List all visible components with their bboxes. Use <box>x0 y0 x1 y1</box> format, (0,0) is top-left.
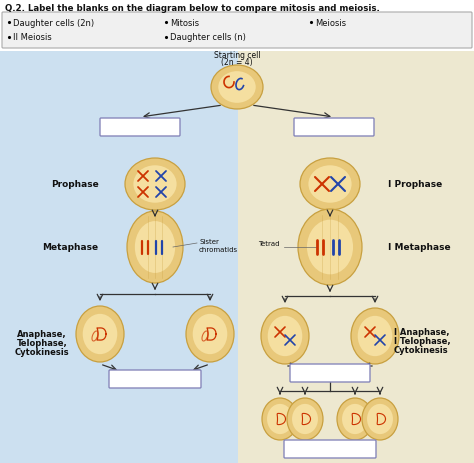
Text: Telophase,: Telophase, <box>17 339 67 348</box>
Ellipse shape <box>287 398 323 440</box>
FancyBboxPatch shape <box>284 440 376 458</box>
Ellipse shape <box>127 212 183 283</box>
Text: Mitosis: Mitosis <box>170 19 199 27</box>
Ellipse shape <box>267 404 293 434</box>
Bar <box>238 52 474 463</box>
Ellipse shape <box>309 166 352 203</box>
Text: Daughter cells (2n): Daughter cells (2n) <box>13 19 94 27</box>
FancyBboxPatch shape <box>2 13 472 49</box>
Text: Sister: Sister <box>199 238 219 244</box>
FancyBboxPatch shape <box>100 119 180 137</box>
Ellipse shape <box>211 66 263 110</box>
Ellipse shape <box>125 159 185 211</box>
Text: Cytokinesis: Cytokinesis <box>394 346 448 355</box>
Ellipse shape <box>362 398 398 440</box>
Ellipse shape <box>342 404 368 434</box>
Ellipse shape <box>367 404 393 434</box>
Text: Metaphase: Metaphase <box>42 243 98 252</box>
Text: I Telophase,: I Telophase, <box>394 337 451 346</box>
Ellipse shape <box>261 308 309 364</box>
Ellipse shape <box>83 314 117 354</box>
Text: II Meiosis: II Meiosis <box>13 33 52 43</box>
Ellipse shape <box>351 308 399 364</box>
FancyBboxPatch shape <box>109 370 201 388</box>
Ellipse shape <box>307 220 353 275</box>
Ellipse shape <box>298 210 362 285</box>
Text: I Metaphase: I Metaphase <box>388 243 451 252</box>
Text: Q.2. Label the blanks on the diagram below to compare mitosis and meiosis.: Q.2. Label the blanks on the diagram bel… <box>5 4 380 13</box>
Ellipse shape <box>219 72 255 104</box>
Text: Prophase: Prophase <box>51 180 99 189</box>
Text: Anaphase,: Anaphase, <box>17 330 67 339</box>
Ellipse shape <box>133 166 177 203</box>
Ellipse shape <box>292 404 318 434</box>
Text: chromatids: chromatids <box>199 246 238 252</box>
Text: (2n = 4): (2n = 4) <box>221 58 253 67</box>
Ellipse shape <box>337 398 373 440</box>
Text: Tetrad: Tetrad <box>258 240 280 246</box>
Text: Meiosis: Meiosis <box>315 19 346 27</box>
Ellipse shape <box>193 314 227 354</box>
Text: Starting cell: Starting cell <box>214 51 260 60</box>
FancyBboxPatch shape <box>290 364 370 382</box>
Ellipse shape <box>358 316 392 357</box>
Ellipse shape <box>186 307 234 362</box>
Ellipse shape <box>268 316 302 357</box>
Text: I Prophase: I Prophase <box>388 180 442 189</box>
Ellipse shape <box>300 159 360 211</box>
Ellipse shape <box>135 222 175 273</box>
Ellipse shape <box>262 398 298 440</box>
Text: I Anaphase,: I Anaphase, <box>394 328 449 337</box>
Text: Daughter cells (n): Daughter cells (n) <box>170 33 246 43</box>
FancyBboxPatch shape <box>294 119 374 137</box>
Ellipse shape <box>76 307 124 362</box>
Bar <box>0 52 238 463</box>
Text: Cytokinesis: Cytokinesis <box>15 348 69 357</box>
